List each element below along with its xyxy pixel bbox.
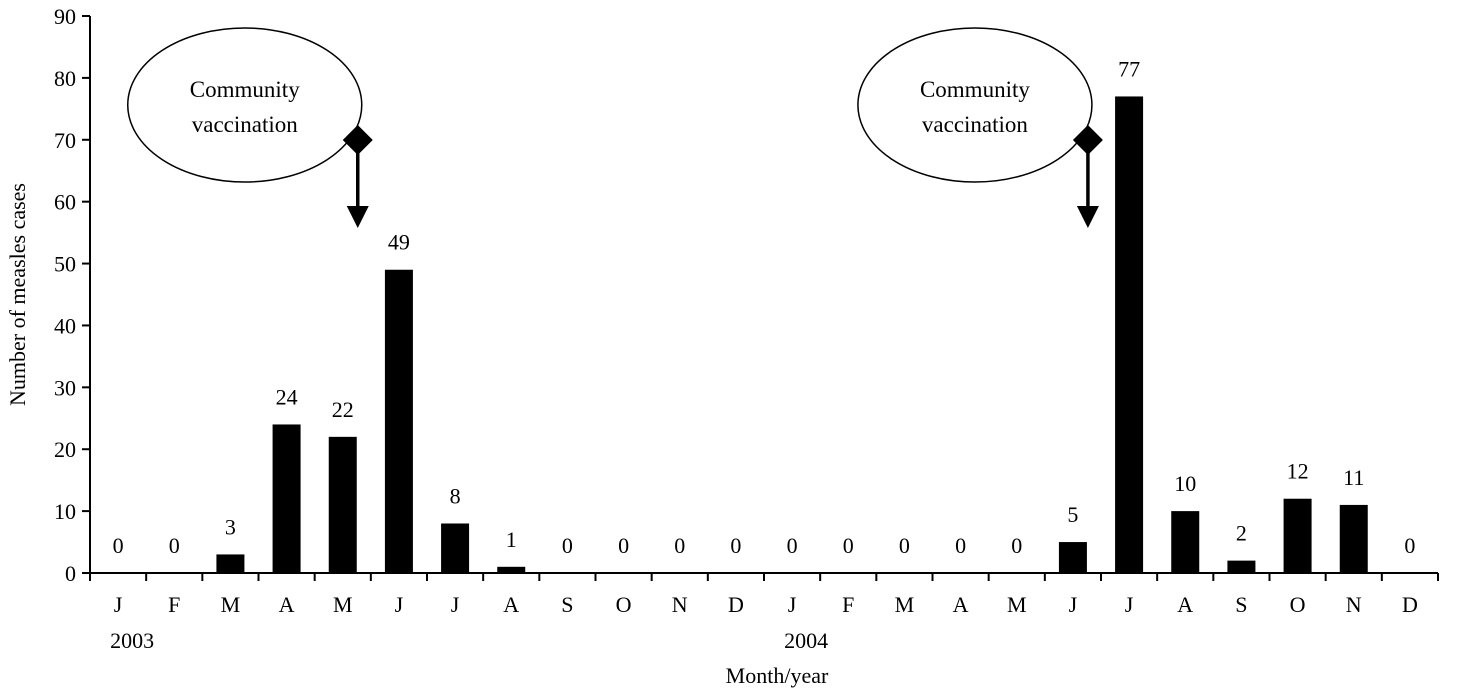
x-tick-label: M — [333, 592, 353, 617]
callout-ellipse — [127, 27, 363, 183]
diamond-marker — [1072, 125, 1103, 155]
bar — [216, 554, 245, 573]
y-tick-label: 0 — [65, 561, 76, 586]
y-tick-label: 40 — [54, 313, 76, 338]
x-tick-label: A — [1177, 592, 1193, 617]
x-tick-label: M — [1007, 592, 1027, 617]
data-label: 22 — [332, 397, 354, 422]
y-tick-label: 70 — [54, 128, 76, 153]
data-label: 0 — [562, 533, 573, 558]
y-tick-label: 10 — [54, 499, 76, 524]
y-tick-label: 30 — [54, 375, 76, 400]
x-tick-label: D — [1402, 592, 1418, 617]
data-label: 0 — [787, 533, 798, 558]
x-tick-label: S — [1235, 592, 1247, 617]
y-tick-label: 20 — [54, 437, 76, 462]
data-label: 10 — [1174, 471, 1196, 496]
year-label: 2003 — [110, 628, 154, 653]
bar — [272, 424, 301, 573]
x-tick-label: M — [895, 592, 915, 617]
data-label: 0 — [1404, 533, 1415, 558]
y-tick-label: 80 — [54, 66, 76, 91]
data-label: 5 — [1067, 502, 1078, 527]
data-label: 8 — [450, 483, 461, 508]
x-tick-label: J — [788, 592, 797, 617]
arrow-head — [346, 206, 369, 228]
annotations: Community vaccination Community vaccination — [127, 27, 1103, 228]
x-tick-label: N — [1346, 592, 1362, 617]
x-tick-label: N — [672, 592, 688, 617]
bar — [497, 566, 526, 573]
x-axis-title: Month/year — [726, 663, 829, 688]
x-tick-label: O — [616, 592, 632, 617]
data-label: 0 — [113, 533, 124, 558]
callout-line-1: Community — [190, 77, 300, 102]
y-tick-label: 50 — [54, 252, 76, 277]
data-label: 0 — [1011, 533, 1022, 558]
y-tick-label: 90 — [54, 4, 76, 29]
vaccination-callout: Community vaccination — [857, 27, 1103, 228]
bar — [441, 523, 470, 573]
data-label: 0 — [843, 533, 854, 558]
x-tick-label: J — [395, 592, 404, 617]
data-label: 0 — [674, 533, 685, 558]
y-axis: 0 10 20 30 40 50 60 70 80 90 — [54, 4, 91, 586]
data-label: 0 — [169, 533, 180, 558]
data-label: 0 — [955, 533, 966, 558]
data-label: 3 — [225, 514, 236, 539]
year-label: 2004 — [784, 628, 828, 653]
y-tick-label: 60 — [54, 190, 76, 215]
bar — [328, 436, 357, 573]
callout-line-2: vaccination — [922, 112, 1029, 137]
bar — [1058, 542, 1087, 573]
data-label: 1 — [506, 527, 517, 552]
x-tick-label: J — [114, 592, 123, 617]
x-tick-label: J — [1069, 592, 1078, 617]
bar — [1171, 511, 1200, 573]
callout-ellipse — [857, 27, 1093, 183]
vaccination-callout: Community vaccination — [127, 27, 373, 228]
data-label: 2 — [1236, 521, 1247, 546]
callout-line-2: vaccination — [192, 112, 299, 137]
y-axis-title: Number of measles cases — [5, 183, 30, 406]
data-label: 77 — [1118, 56, 1140, 81]
arrow-head — [1076, 206, 1099, 228]
diamond-marker — [342, 125, 373, 155]
data-label: 24 — [276, 384, 298, 409]
x-tick-label: D — [728, 592, 744, 617]
x-tick-label: J — [451, 592, 460, 617]
x-axis: J F M A M J J A S O N D J F M A M J J A S O N D 2003 2004 — [89, 572, 1439, 653]
bar — [384, 269, 413, 573]
data-label: 0 — [730, 533, 741, 558]
x-tick-label: A — [953, 592, 969, 617]
x-tick-label: S — [561, 592, 573, 617]
data-label: 49 — [388, 230, 410, 255]
x-tick-label: M — [221, 592, 241, 617]
x-tick-label: A — [279, 592, 295, 617]
data-label: 11 — [1343, 465, 1364, 490]
callout-line-1: Community — [920, 77, 1030, 102]
bar — [1339, 504, 1368, 573]
data-label: 12 — [1287, 459, 1309, 484]
x-tick-label: A — [503, 592, 519, 617]
bars — [216, 96, 1368, 573]
x-tick-label: O — [1290, 592, 1306, 617]
x-tick-label: F — [842, 592, 854, 617]
x-tick-label: J — [1125, 592, 1134, 617]
bar — [1227, 560, 1256, 573]
bar — [1115, 96, 1144, 573]
bar — [1283, 498, 1312, 573]
x-tick-label: F — [168, 592, 180, 617]
data-label: 0 — [618, 533, 629, 558]
data-label: 0 — [899, 533, 910, 558]
